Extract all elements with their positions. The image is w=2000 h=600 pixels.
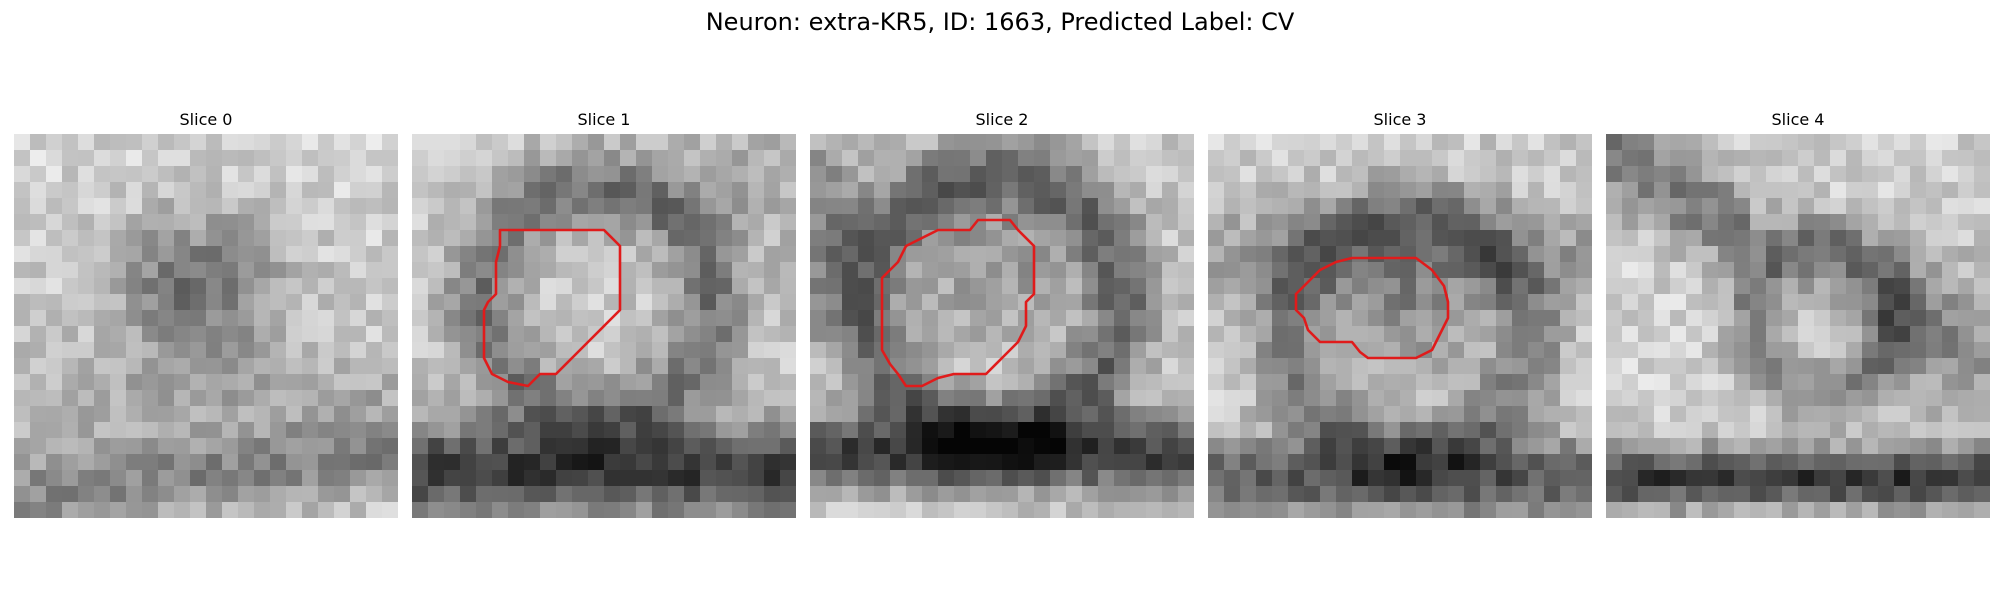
segmentation-contour-2 (880, 218, 1036, 388)
slice-title-3: Slice 3 (1373, 110, 1427, 129)
slice-image-2 (810, 134, 1194, 518)
segmentation-contour-3 (1294, 256, 1450, 360)
slice-title-2: Slice 2 (975, 110, 1029, 129)
slice-title-0: Slice 0 (179, 110, 233, 129)
slice-panel-3: Slice 3 (1208, 108, 1592, 518)
slice-contour-2 (880, 218, 1036, 388)
slice-title-1: Slice 1 (577, 110, 631, 129)
slice-image-3 (1208, 134, 1592, 518)
slice-panel-2: Slice 2 (810, 108, 1194, 518)
slice-image-4 (1606, 134, 1990, 518)
slice-panel-4: Slice 4 (1606, 108, 1990, 518)
figure-title: Neuron: extra-KR5, ID: 1663, Predicted L… (705, 8, 1295, 36)
slice-image-0 (14, 134, 398, 518)
slice-contour-3 (1294, 256, 1450, 360)
slice-title-4: Slice 4 (1771, 110, 1825, 129)
slice-panel-0: Slice 0 (14, 108, 398, 518)
segmentation-contour-1 (482, 228, 622, 388)
slice-contour-1 (482, 228, 622, 388)
slice-panel-1: Slice 1 (412, 108, 796, 518)
